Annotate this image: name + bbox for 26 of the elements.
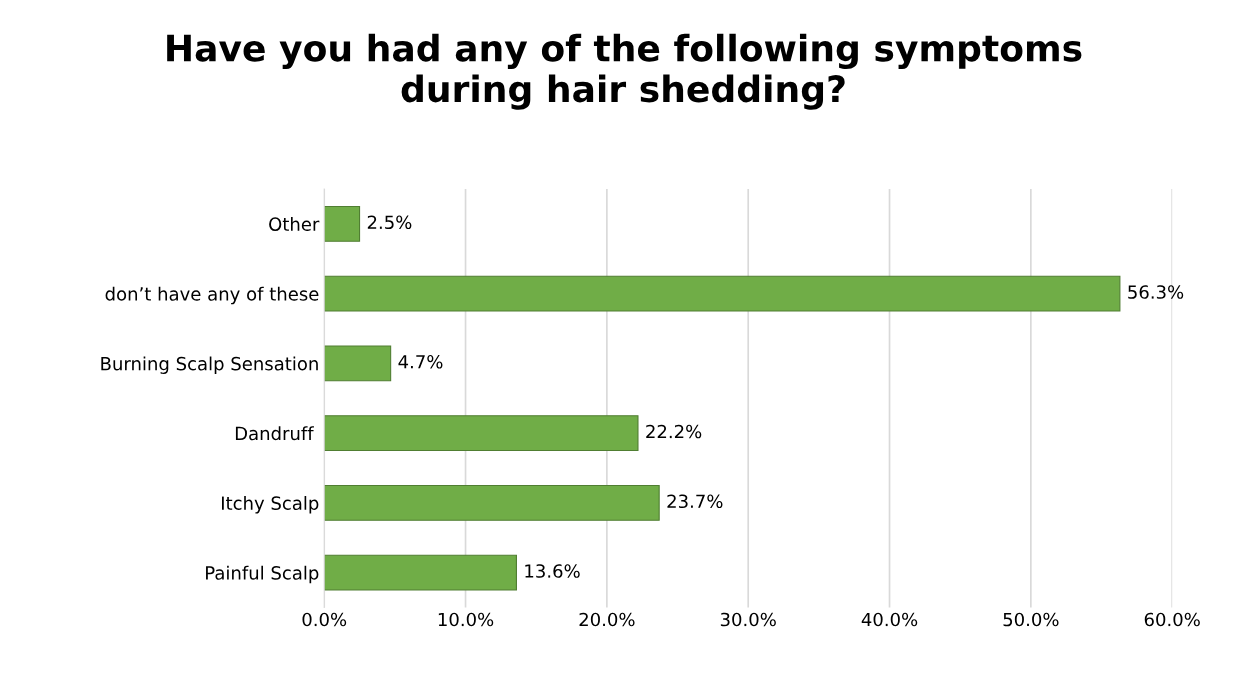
bar <box>324 345 392 382</box>
x-tick-label: 20.0% <box>579 612 635 627</box>
data-label: 56.3% <box>1128 285 1184 299</box>
data-label: 4.7% <box>398 354 443 369</box>
bar <box>324 554 517 591</box>
y-tick-label: Dandruff <box>235 426 314 441</box>
x-tick-label: 60.0% <box>1144 612 1200 627</box>
x-tick-label: 50.0% <box>1003 612 1059 627</box>
bar <box>324 275 1121 312</box>
y-tick-label: Itchy Scalp <box>222 496 319 514</box>
x-tick-label: 10.0% <box>438 612 494 627</box>
data-label: 23.7% <box>667 494 723 509</box>
y-tick-label: Burning Scalp Sensation <box>101 356 318 374</box>
y-tick-label: Painful Scalp <box>206 565 319 584</box>
x-tick-label: 0.0% <box>302 612 347 627</box>
y-tick-label: Other <box>269 217 320 231</box>
bar <box>324 205 361 242</box>
bar <box>324 415 639 452</box>
chart-title: Have you had any of the following symptoms during hair shedding? <box>167 33 1082 110</box>
x-tick-label: 40.0% <box>861 612 918 627</box>
data-label: 2.5% <box>367 215 412 230</box>
x-tick-label: 30.0% <box>720 612 776 627</box>
bar <box>324 484 660 521</box>
data-label: 22.2% <box>646 424 702 439</box>
y-tick-label: don’t have any of these <box>105 286 319 305</box>
data-label: 13.6% <box>525 564 580 578</box>
